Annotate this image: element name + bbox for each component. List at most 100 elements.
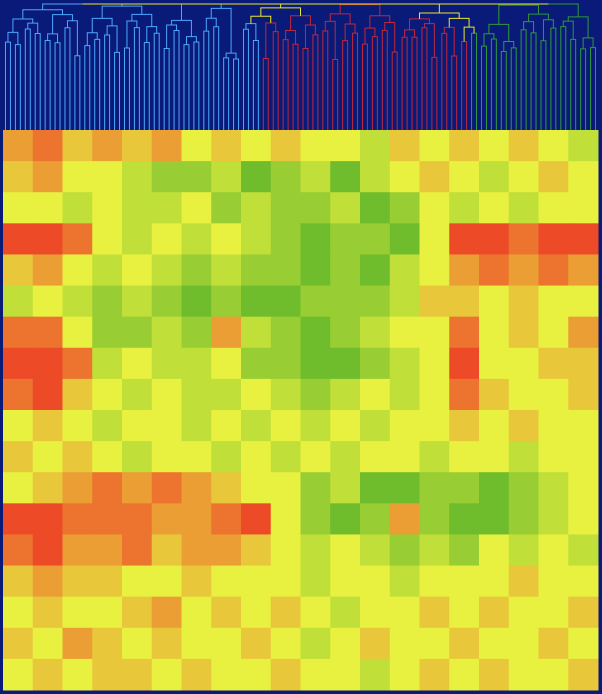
heatmap-cell bbox=[241, 285, 272, 318]
heatmap-cell bbox=[330, 627, 361, 660]
heatmap-cell bbox=[241, 254, 272, 287]
heatmap-cell bbox=[419, 658, 450, 691]
heatmap-cell bbox=[330, 254, 361, 287]
heatmap-cell bbox=[32, 254, 63, 287]
dendrogram-branch bbox=[205, 17, 217, 32]
heatmap-cell bbox=[508, 410, 539, 442]
heatmap-cell bbox=[538, 254, 569, 287]
heatmap-cell bbox=[92, 658, 123, 691]
heatmap-cell bbox=[330, 316, 361, 349]
heatmap-cell bbox=[508, 223, 539, 255]
heatmap-cell bbox=[3, 347, 34, 380]
heatmap-cell bbox=[92, 410, 123, 442]
heatmap-cell bbox=[389, 565, 420, 598]
heatmap-cell bbox=[211, 534, 242, 567]
heatmap-cell bbox=[211, 596, 242, 629]
heatmap-cell bbox=[92, 285, 123, 318]
dendrogram-branch bbox=[290, 15, 311, 31]
dendrogram-branch bbox=[361, 43, 368, 130]
heatmap-cell bbox=[122, 596, 153, 629]
heatmap-cell bbox=[62, 347, 93, 380]
heatmap-cell bbox=[538, 192, 569, 224]
heatmap-cell bbox=[181, 627, 212, 660]
heatmap-cell bbox=[3, 627, 34, 660]
heatmap-cell bbox=[151, 130, 182, 162]
heatmap-cell bbox=[3, 192, 34, 224]
heatmap-cell bbox=[449, 316, 480, 349]
heatmap-cell bbox=[568, 472, 599, 504]
heatmap-cell bbox=[538, 472, 569, 504]
heatmap-cell bbox=[92, 596, 123, 629]
heatmap-cell bbox=[330, 472, 361, 504]
heatmap-cell bbox=[538, 410, 569, 442]
heatmap-cell bbox=[449, 534, 480, 567]
heatmap-cell bbox=[330, 223, 361, 255]
heatmap-cell bbox=[449, 627, 480, 660]
heatmap-cell bbox=[389, 285, 420, 318]
dendrogram-branch bbox=[74, 55, 81, 130]
heatmap-cell bbox=[122, 658, 153, 691]
heatmap-cell bbox=[568, 441, 599, 473]
heatmap-cell bbox=[270, 627, 301, 660]
heatmap-cell bbox=[538, 534, 569, 567]
heatmap-cell bbox=[241, 627, 272, 660]
heatmap-cell bbox=[479, 565, 510, 598]
heatmap-cell bbox=[3, 441, 34, 473]
dendrogram-branch bbox=[183, 44, 190, 130]
heatmap-cell bbox=[211, 130, 242, 162]
dendrogram-branch bbox=[126, 20, 138, 49]
heatmap-cell bbox=[32, 192, 63, 224]
heatmap-cell bbox=[538, 378, 569, 411]
heatmap-cell bbox=[568, 254, 599, 287]
dendrogram-branch bbox=[285, 30, 297, 45]
heatmap-cell bbox=[62, 130, 93, 162]
heatmap-cell bbox=[241, 192, 272, 224]
heatmap-cell bbox=[568, 378, 599, 411]
heatmap-cell bbox=[241, 223, 272, 255]
heatmap-cell bbox=[389, 130, 420, 162]
heatmap-cell bbox=[508, 192, 539, 224]
heatmap-cell bbox=[62, 316, 93, 349]
heatmap-cell bbox=[181, 316, 212, 349]
heatmap-cell bbox=[211, 316, 242, 349]
heatmap-cell bbox=[62, 161, 93, 193]
heatmap-cell bbox=[181, 285, 212, 318]
heatmap-cell bbox=[270, 503, 301, 535]
heatmap-cell bbox=[122, 410, 153, 442]
heatmap-cell bbox=[92, 503, 123, 535]
heatmap-cell bbox=[479, 534, 510, 567]
heatmap-cell bbox=[538, 223, 569, 255]
heatmap-cell bbox=[241, 472, 272, 504]
heatmap-cell bbox=[419, 378, 450, 411]
heatmap-cell bbox=[449, 161, 480, 193]
heatmap-cell bbox=[122, 316, 153, 349]
heatmap-cell bbox=[508, 316, 539, 349]
heatmap-cell bbox=[330, 658, 361, 691]
heatmap-cell bbox=[479, 130, 510, 162]
heatmap-cell bbox=[508, 472, 539, 504]
dendrogram-branch bbox=[560, 26, 567, 130]
heatmap-cell bbox=[479, 410, 510, 442]
dendrogram-branch bbox=[520, 29, 527, 130]
heatmap-cell bbox=[122, 285, 153, 318]
heatmap-cell bbox=[270, 378, 301, 411]
heatmap-cell bbox=[181, 472, 212, 504]
heatmap-cell bbox=[270, 596, 301, 629]
heatmap-cell bbox=[270, 347, 301, 380]
dendrogram-branch bbox=[443, 26, 455, 56]
heatmap-cell bbox=[538, 441, 569, 473]
heatmap-cell bbox=[389, 347, 420, 380]
heatmap-cell bbox=[538, 347, 569, 380]
heatmap-cell bbox=[300, 503, 331, 535]
heatmap-cell bbox=[181, 130, 212, 162]
heatmap-cell bbox=[92, 316, 123, 349]
heatmap-cell bbox=[211, 347, 242, 380]
heatmap-cell bbox=[300, 347, 331, 380]
heatmap-cell bbox=[479, 285, 510, 318]
dendrogram-branch bbox=[404, 29, 416, 38]
heatmap-cell bbox=[479, 254, 510, 287]
heatmap-cell bbox=[538, 658, 569, 691]
heatmap-cell bbox=[3, 316, 34, 349]
heatmap-cell bbox=[300, 410, 331, 442]
heatmap-cell bbox=[538, 285, 569, 318]
